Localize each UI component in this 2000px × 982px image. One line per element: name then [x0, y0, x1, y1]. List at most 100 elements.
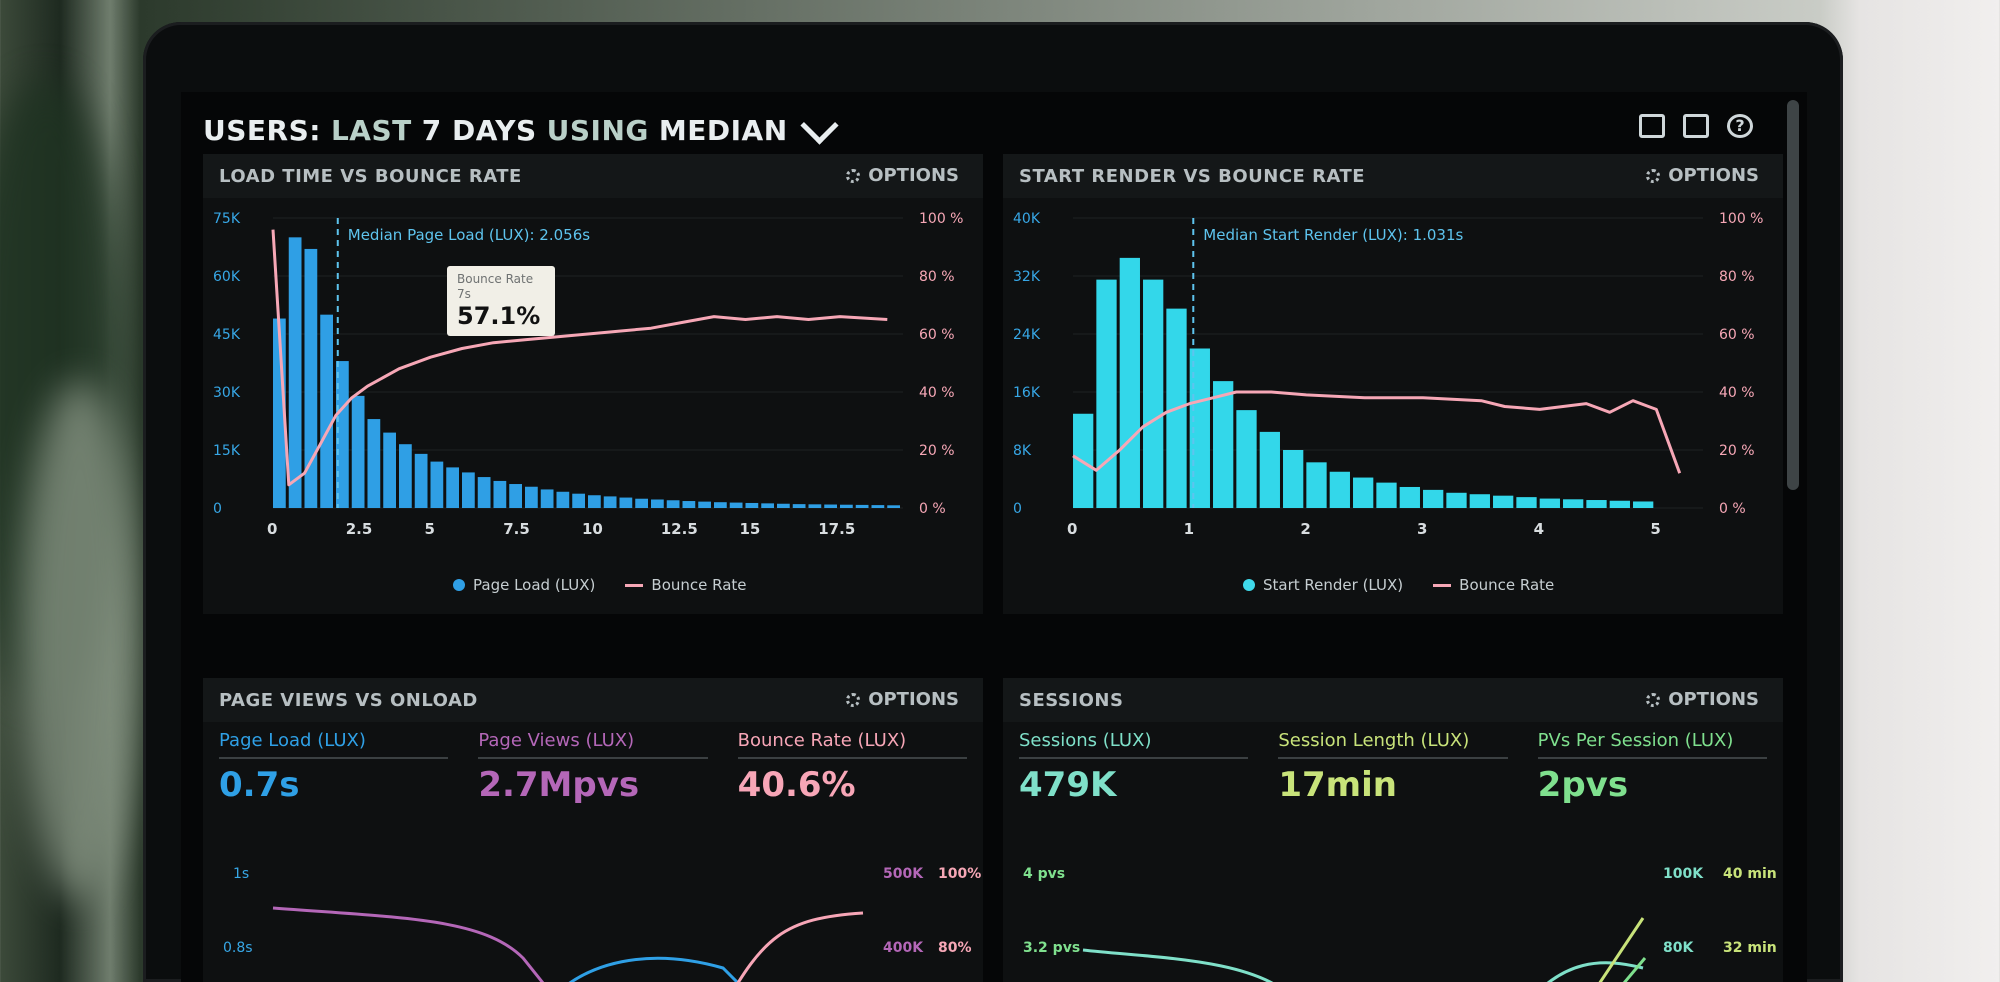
x-tick: 0	[267, 520, 277, 538]
bar	[1213, 381, 1234, 508]
y-left-tick: 45K	[213, 327, 241, 343]
kpi-value: 40.6%	[737, 765, 856, 805]
share-icon[interactable]	[1683, 114, 1709, 138]
y-left-tick: 0	[1013, 501, 1022, 517]
load-time-chart[interactable]: 75K 60K 45K 30K 15K 0 100 % 80 % 60 % 40 % 20 % 0 %…	[203, 198, 983, 558]
bar	[588, 495, 601, 508]
kpi-label: Sessions (LUX)	[1019, 730, 1249, 759]
bar	[1423, 489, 1444, 508]
kpi-page-views[interactable]: Page Views (LUX) 2.7Mpvs	[478, 730, 708, 805]
help-icon[interactable]: ?	[1727, 114, 1753, 138]
panel-title: LOAD TIME VS BOUNCE RATE	[219, 166, 522, 187]
gear-icon	[846, 168, 861, 183]
bar	[556, 491, 570, 508]
bar	[320, 314, 333, 508]
kpi-value: 17min	[1278, 765, 1397, 805]
start-render-chart[interactable]: 40K 32K 24K 16K 8K 0 100 % 80 % 60 % 40 % 20 % 0 % 0…	[1003, 198, 1783, 558]
options-button[interactable]: OPTIONS	[846, 689, 959, 710]
options-label: OPTIONS	[1668, 165, 1759, 186]
panel-title: PAGE VIEWS VS ONLOAD	[219, 690, 478, 711]
y-right-tick: 80 %	[919, 269, 955, 285]
sessions-chart[interactable]: 4 pvs 3.2 pvs 100K 80K 40 min 32 min	[1003, 858, 1783, 982]
y-right-tick: 40 %	[919, 385, 955, 401]
bar	[635, 498, 648, 508]
legend-line	[1433, 583, 1452, 587]
x-tick: 4	[1534, 520, 1544, 538]
tooltip-label: Bounce Rate	[457, 272, 534, 286]
kpi-page-load[interactable]: Page Load (LUX) 0.7s	[219, 730, 449, 805]
page-views-line	[272, 906, 545, 982]
page-views-chart[interactable]: 1s 0.8s 500K 400K 100% 80%	[203, 858, 983, 982]
legend-item-start-render[interactable]: Start Render (LUX)	[1243, 576, 1403, 594]
kpi-pvs-per-session[interactable]: PVs Per Session (LUX) 2pvs	[1537, 730, 1767, 805]
y-left-tick: 8K	[1013, 443, 1032, 459]
y-right-tick: 20 %	[1719, 443, 1755, 459]
options-button[interactable]: OPTIONS	[1646, 689, 1759, 710]
bar	[1516, 497, 1537, 508]
scrollbar[interactable]	[1787, 100, 1799, 490]
sessions-line	[1082, 948, 1274, 982]
legend-item-bounce-rate[interactable]: Bounce Rate	[1433, 576, 1554, 594]
bar	[729, 502, 743, 508]
kpi-session-length[interactable]: Session Length (LUX) 17min	[1278, 730, 1508, 805]
x-tick: 1	[1184, 520, 1194, 538]
bar	[1236, 410, 1257, 508]
bar	[887, 505, 900, 508]
y-tick: 100K	[1663, 866, 1704, 882]
y-left-tick: 60K	[213, 269, 241, 285]
background-leaf	[20, 380, 140, 900]
bar	[714, 502, 727, 508]
tooltip-sub: 7s	[457, 287, 471, 301]
kpi-value: 479K	[1019, 765, 1117, 805]
bar	[619, 497, 633, 508]
y-right-tick: 20 %	[919, 443, 955, 459]
kpi-row: Sessions (LUX) 479K Session Length (LUX)…	[1019, 730, 1767, 805]
bar	[399, 444, 412, 508]
bar	[1143, 279, 1164, 508]
bar	[336, 361, 349, 508]
median-label: Median Page Load (LUX): 2.056s	[348, 226, 590, 244]
x-tick: 0	[1067, 520, 1077, 538]
bar	[1376, 482, 1397, 508]
options-button[interactable]: OPTIONS	[1646, 165, 1759, 186]
x-tick: 7.5	[503, 520, 530, 538]
legend-label: Page Load (LUX)	[473, 576, 596, 594]
tooltip-value: 57.1%	[457, 302, 541, 330]
x-tick: 5	[1650, 520, 1660, 538]
y-tick: 500K	[883, 866, 924, 882]
y-tick: 100%	[938, 866, 981, 882]
median-label: Median Start Render (LUX): 1.031s	[1203, 226, 1463, 244]
bar	[682, 501, 696, 508]
bar	[430, 461, 444, 508]
bar	[1399, 486, 1420, 508]
bounce-rate-line	[271, 229, 888, 487]
panel-title: START RENDER VS BOUNCE RATE	[1019, 166, 1366, 187]
y-right-tick: 60 %	[1719, 327, 1755, 343]
chevron-down-icon[interactable]	[800, 105, 839, 145]
y-tick: 80%	[938, 940, 972, 956]
bar	[698, 501, 711, 508]
x-tick: 12.5	[661, 520, 698, 538]
x-tick: 17.5	[818, 520, 855, 538]
kpi-value: 2pvs	[1537, 765, 1629, 805]
x-tick: 5	[425, 520, 435, 538]
dashboard-title[interactable]: USERS: LAST 7 DAYS USING MEDIAN	[203, 105, 839, 150]
legend-line	[625, 583, 644, 587]
bar	[651, 499, 664, 508]
bounce-rate-line	[736, 911, 864, 982]
bar	[808, 504, 822, 508]
bar	[603, 496, 617, 508]
kpi-bounce-rate[interactable]: Bounce Rate (LUX) 40.6%	[737, 730, 967, 805]
options-button[interactable]: OPTIONS	[846, 165, 959, 186]
legend-label: Bounce Rate	[651, 576, 747, 594]
y-left-tick: 30K	[213, 385, 241, 401]
bar	[871, 505, 885, 508]
legend-item-bounce-rate[interactable]: Bounce Rate	[625, 576, 747, 594]
legend-item-page-load[interactable]: Page Load (LUX)	[453, 576, 595, 594]
kpi-label: Bounce Rate (LUX)	[737, 730, 967, 759]
y-tick: 0.8s	[223, 940, 253, 956]
monitor-icon[interactable]	[1639, 114, 1665, 138]
legend-label: Bounce Rate	[1459, 576, 1555, 594]
laptop-frame: USERS: LAST 7 DAYS USING MEDIAN ? LOAD T…	[143, 22, 1843, 982]
kpi-sessions[interactable]: Sessions (LUX) 479K	[1019, 730, 1249, 805]
